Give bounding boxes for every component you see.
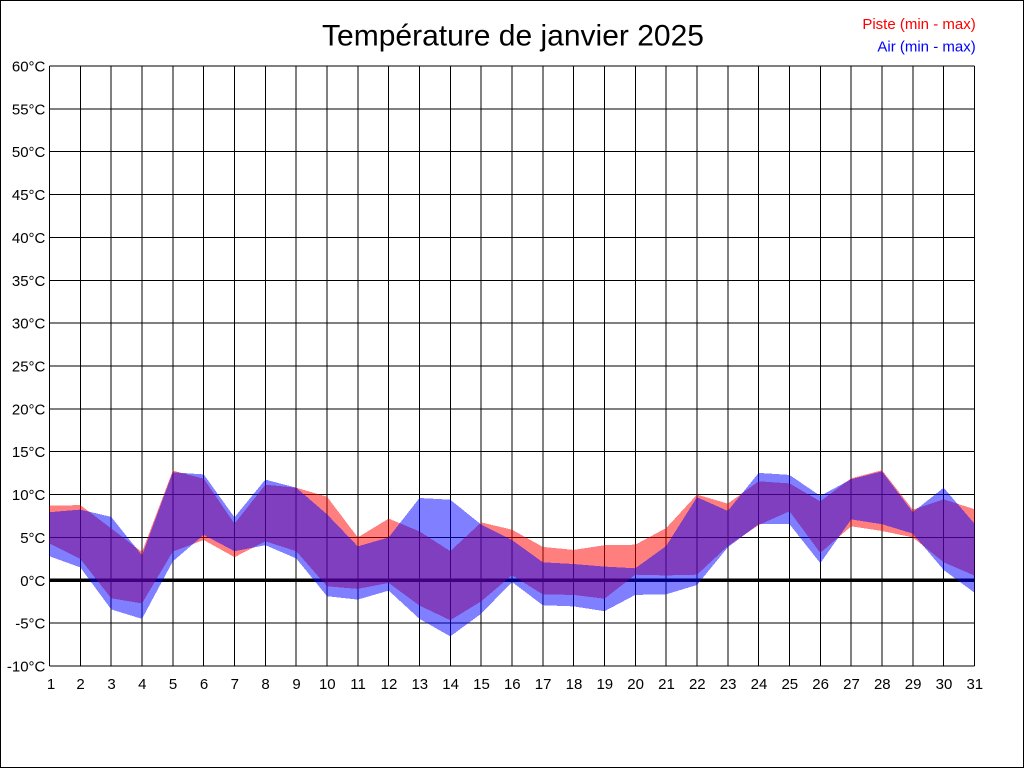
svg-text:Piste (min - max): Piste (min - max) [862,16,975,33]
svg-text:26: 26 [812,676,829,693]
svg-text:19: 19 [596,676,613,693]
svg-text:30: 30 [936,676,953,693]
svg-text:22: 22 [689,676,706,693]
svg-text:-10°C: -10°C [7,659,46,676]
svg-text:15: 15 [473,676,490,693]
svg-text:25: 25 [781,676,798,693]
svg-text:10°C: 10°C [12,487,46,504]
svg-text:18: 18 [566,676,583,693]
svg-text:40°C: 40°C [12,230,46,247]
svg-text:Température de janvier 2025: Température de janvier 2025 [322,20,704,53]
svg-text:20°C: 20°C [12,401,46,418]
svg-text:28: 28 [874,676,891,693]
svg-text:0°C: 0°C [20,573,45,590]
svg-text:5: 5 [169,676,177,693]
svg-text:50°C: 50°C [12,144,46,161]
svg-text:7: 7 [231,676,239,693]
svg-text:8: 8 [261,676,269,693]
svg-text:13: 13 [411,676,428,693]
svg-text:4: 4 [138,676,146,693]
svg-text:29: 29 [905,676,922,693]
svg-text:3: 3 [107,676,115,693]
svg-text:17: 17 [535,676,552,693]
svg-text:-5°C: -5°C [15,616,45,633]
svg-text:2: 2 [76,676,84,693]
svg-text:25°C: 25°C [12,359,46,376]
svg-text:12: 12 [381,676,398,693]
svg-text:21: 21 [658,676,675,693]
svg-text:16: 16 [504,676,521,693]
svg-text:55°C: 55°C [12,101,46,118]
svg-text:9: 9 [292,676,300,693]
svg-text:60°C: 60°C [12,59,46,76]
svg-text:Air (min - max): Air (min - max) [877,38,975,55]
svg-text:14: 14 [442,676,459,693]
svg-text:6: 6 [200,676,208,693]
svg-text:5°C: 5°C [20,530,45,547]
svg-text:1: 1 [47,676,55,693]
svg-text:10: 10 [319,676,336,693]
svg-text:23: 23 [720,676,737,693]
svg-text:45°C: 45°C [12,187,46,204]
svg-text:11: 11 [350,676,366,693]
svg-text:30°C: 30°C [12,316,46,333]
svg-text:31: 31 [966,676,983,693]
svg-text:35°C: 35°C [12,273,46,290]
svg-text:27: 27 [843,676,860,693]
svg-text:15°C: 15°C [12,444,46,461]
svg-text:20: 20 [627,676,644,693]
svg-text:24: 24 [751,676,768,693]
